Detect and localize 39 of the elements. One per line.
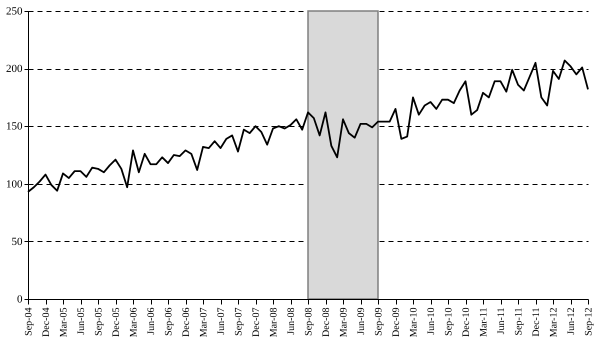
y-tick-label: 250 — [6, 6, 23, 18]
x-tick-label: Dec-06 — [181, 308, 192, 337]
x-tick-label: Sep-07 — [234, 308, 244, 336]
x-tick-label: Jun-10 — [426, 308, 437, 335]
x-tick-label: Jun-11 — [496, 308, 507, 334]
x-tick-label: Dec-07 — [251, 308, 262, 337]
x-tick-label: Jun-08 — [286, 308, 297, 335]
x-tick-label: Sep-11 — [514, 308, 524, 336]
x-tick-label: Jun-07 — [216, 308, 227, 335]
y-tick-label: 0 — [17, 294, 23, 306]
x-tick-label: Jun-09 — [356, 308, 367, 335]
x-tick-label: Sep-12 — [584, 308, 594, 336]
y-tick-label: 200 — [6, 63, 23, 76]
x-tick-label: Mar-06 — [128, 308, 140, 338]
y-tick-label: 150 — [6, 120, 23, 133]
x-tick-label: Mar-11 — [478, 308, 490, 337]
x-tick-label: Mar-12 — [548, 308, 560, 338]
x-tick-label: Mar-10 — [408, 308, 420, 338]
x-tick-label: Dec-11 — [531, 308, 542, 337]
y-tick-label: 100 — [6, 178, 23, 190]
x-tick-label: Mar-08 — [268, 308, 280, 338]
x-tick-label: Dec-09 — [391, 308, 402, 337]
x-tick-label: Mar-07 — [198, 308, 210, 338]
x-tick-label: Mar-05 — [58, 308, 70, 338]
x-tick-label: Mar-09 — [338, 308, 350, 338]
x-tick-label: Sep-06 — [164, 308, 174, 336]
x-tick-label: Dec-08 — [321, 308, 332, 337]
x-tick-label: Sep-08 — [304, 308, 314, 336]
x-tick-label: Sep-09 — [374, 308, 384, 336]
x-tick-label: Jun-05 — [76, 308, 87, 335]
x-tick-label: Dec-10 — [461, 308, 472, 337]
y-tick-label: 50 — [12, 236, 23, 248]
x-tick-label: Jun-06 — [146, 308, 157, 335]
x-tick-label: Sep-05 — [94, 308, 104, 336]
x-tick-label: Sep-10 — [444, 308, 454, 336]
x-tick-label: Jun-12 — [566, 308, 577, 335]
x-tick-label: Dec-04 — [41, 308, 52, 337]
x-tick-label: Sep-04 — [24, 308, 34, 336]
x-tick-label: Dec-05 — [111, 308, 122, 337]
